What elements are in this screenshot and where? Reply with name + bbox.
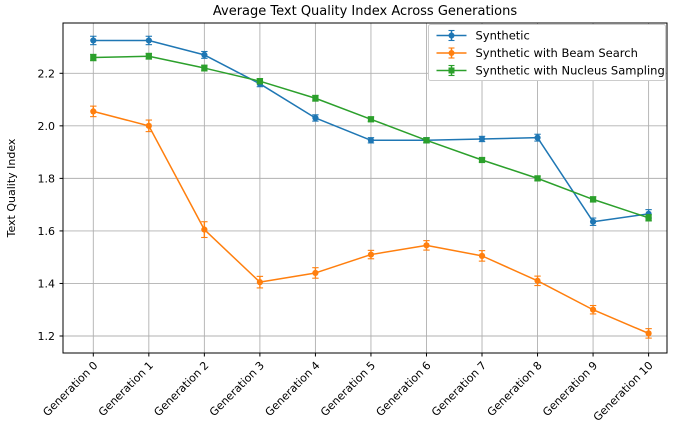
data-point-marker xyxy=(256,279,263,286)
data-point-marker xyxy=(645,214,652,221)
data-point-marker xyxy=(256,78,263,85)
y-tick-label: 1.4 xyxy=(38,277,56,290)
y-tick-label: 1.8 xyxy=(38,172,56,185)
x-tick-label: Generation 9 xyxy=(540,359,600,419)
data-point-marker xyxy=(367,137,375,144)
chart-title: Average Text Quality Index Across Genera… xyxy=(213,4,517,19)
x-tick-label: Generation 4 xyxy=(263,359,323,419)
legend-glyph xyxy=(436,64,467,77)
series-1 xyxy=(90,105,652,339)
legend-glyph-marker xyxy=(448,32,455,39)
series-2 xyxy=(90,52,652,222)
data-point-marker xyxy=(201,64,208,72)
y-axis-label: Text Quality Index xyxy=(5,138,18,238)
x-tick-label: Generation 7 xyxy=(429,359,489,419)
data-point-marker xyxy=(645,330,652,337)
y-tick-label: 2.0 xyxy=(38,120,56,133)
data-point-marker xyxy=(201,51,208,59)
data-point-marker xyxy=(589,306,597,313)
axis-ticks xyxy=(59,72,650,357)
data-point-marker xyxy=(90,37,97,44)
data-point-marker xyxy=(534,134,541,141)
data-point-marker xyxy=(312,114,319,122)
legend-label: Synthetic xyxy=(476,29,530,43)
data-point-marker xyxy=(589,196,597,203)
data-point-marker xyxy=(423,137,430,144)
legend-box xyxy=(428,24,666,81)
x-tick-label: Generation 5 xyxy=(318,359,378,419)
x-tick-label: Generation 0 xyxy=(40,359,100,419)
data-point-marker xyxy=(201,226,208,233)
data-point-marker xyxy=(478,252,486,259)
legend-glyph xyxy=(436,29,467,42)
data-point-marker xyxy=(534,175,541,182)
x-tick-label: Generation 10 xyxy=(591,359,656,424)
data-point-marker xyxy=(534,277,541,284)
data-point-marker xyxy=(478,156,486,164)
data-point-marker xyxy=(423,242,430,249)
legend-glyph xyxy=(436,47,467,59)
data-point-marker xyxy=(90,54,97,61)
plot-border xyxy=(62,22,668,354)
data-point-marker xyxy=(478,135,486,143)
x-tick-label: Generation 3 xyxy=(207,359,267,419)
y-tick-label: 1.6 xyxy=(38,225,56,238)
x-tick-label: Generation 6 xyxy=(374,359,434,419)
y-tick-label: 2.2 xyxy=(38,67,56,80)
data-point-marker xyxy=(90,108,97,115)
x-tick-label: Generation 2 xyxy=(151,359,211,419)
legend-glyph-marker xyxy=(448,50,455,56)
legend-glyph-marker xyxy=(448,67,455,74)
data-point-marker xyxy=(312,269,319,277)
data-point-marker xyxy=(145,53,152,60)
y-tick-label: 1.2 xyxy=(38,330,56,343)
legend-label: Synthetic with Beam Search xyxy=(476,46,638,60)
legend: Synthetic Synthetic with Beam Search Synth… xyxy=(428,24,666,81)
data-point-marker xyxy=(367,116,375,123)
data-point-marker xyxy=(145,37,152,44)
x-tick-label: Generation 1 xyxy=(96,359,156,419)
data-point-marker xyxy=(589,218,597,225)
x-tick-label: Generation 8 xyxy=(485,359,545,419)
data-point-marker xyxy=(367,251,375,258)
legend-label: Synthetic with Nucleus Sampling xyxy=(476,64,665,78)
data-point-marker xyxy=(312,95,319,102)
data-point-marker xyxy=(145,122,152,129)
